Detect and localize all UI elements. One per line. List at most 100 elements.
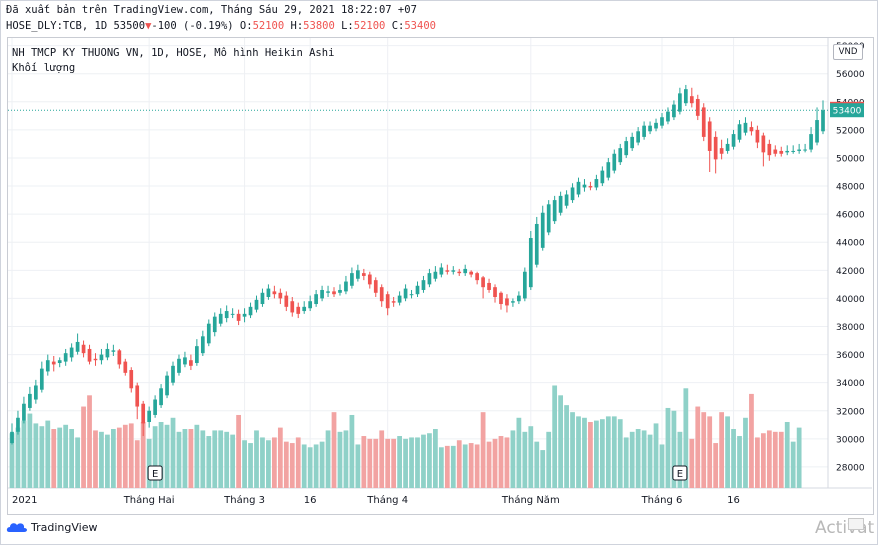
- candle-body: [63, 353, 68, 362]
- volume-bar: [182, 429, 188, 488]
- volume-bar: [623, 437, 629, 488]
- x-tick-label: Tháng 4: [366, 494, 408, 506]
- open-value: 52100: [252, 20, 285, 32]
- volume-bar: [492, 438, 498, 488]
- candle-body: [350, 273, 354, 286]
- volume-bar: [57, 427, 63, 488]
- candle-body: [749, 127, 754, 132]
- volume-bar: [683, 388, 689, 488]
- volume-bar: [784, 421, 790, 488]
- y-tick-label: 42000: [836, 267, 865, 277]
- volume-bar: [486, 441, 492, 488]
- volume-bar: [760, 433, 766, 488]
- candle-body: [141, 403, 146, 424]
- earnings-marker: [147, 465, 163, 481]
- volume-bar: [128, 423, 134, 488]
- volume-bar: [790, 441, 796, 488]
- volume-bar: [110, 429, 116, 488]
- volume-bar: [188, 429, 194, 488]
- volume-bar: [558, 395, 564, 488]
- x-tick-label: Tháng Năm: [501, 494, 560, 506]
- candle-body: [564, 194, 569, 206]
- volume-bar: [75, 437, 80, 488]
- candle-body: [582, 184, 587, 188]
- candle-body: [570, 187, 575, 201]
- currency-badge[interactable]: VND: [833, 44, 863, 60]
- volume-bar: [456, 440, 462, 488]
- symbol-legend: NH TMCP KY THUONG VN, 1D, HOSE, Mô hình …: [12, 47, 335, 59]
- candle-body: [338, 289, 342, 293]
- candle-body: [493, 287, 497, 298]
- volume-bar: [146, 438, 152, 488]
- candle-body: [16, 417, 20, 432]
- candle-body: [719, 148, 724, 154]
- candle-body: [195, 346, 199, 364]
- volume-bar: [564, 405, 569, 488]
- volume-bar: [266, 440, 271, 488]
- candle-body: [648, 125, 652, 132]
- plot-area[interactable]: [7, 37, 874, 515]
- volume-bar: [176, 431, 182, 488]
- volume-bar: [516, 417, 522, 488]
- candle-body: [755, 129, 760, 143]
- y-tick-label: 38000: [836, 323, 865, 333]
- candle-body: [445, 270, 450, 272]
- volume-bar: [444, 445, 450, 488]
- candle-body: [672, 104, 676, 118]
- volume-bar: [301, 444, 307, 488]
- volume-bar: [385, 438, 391, 488]
- volume-bar: [755, 437, 760, 488]
- volume-bar: [200, 430, 206, 488]
- x-tick-label: Tháng 6: [641, 494, 683, 506]
- candle-body: [290, 301, 295, 313]
- candle-body: [135, 385, 140, 407]
- volume-bar: [522, 431, 528, 488]
- tradingview-logo[interactable]: TradingView: [6, 520, 97, 534]
- candle-body: [743, 122, 748, 133]
- candle-body: [463, 268, 468, 274]
- candle-body: [791, 150, 796, 152]
- candle-body: [767, 143, 772, 156]
- cloud-logo-icon: [6, 523, 28, 532]
- candle-body: [421, 280, 426, 290]
- candle-body: [517, 295, 521, 302]
- candle-body: [546, 204, 551, 233]
- candle-body: [409, 294, 414, 296]
- volume-bar: [576, 416, 581, 488]
- ohlc-header: HOSE_DLY:TCB, 1D 53500▼-100 (-0.19%) O:5…: [6, 20, 436, 32]
- volume-bar: [546, 431, 552, 488]
- candle-body: [356, 270, 360, 279]
- candle-body: [272, 291, 277, 295]
- volume-bar: [27, 413, 33, 488]
- volume-bar: [21, 420, 27, 488]
- candle-body: [111, 350, 116, 352]
- volume-bar: [69, 429, 75, 488]
- volume-bar: [421, 434, 426, 488]
- candle-body: [558, 195, 563, 213]
- brand-name: TradingView: [31, 520, 98, 534]
- volume-bar: [462, 444, 468, 488]
- candle-body: [69, 347, 74, 358]
- candle-body: [314, 294, 318, 305]
- candle-body: [200, 336, 205, 354]
- volume-bar: [295, 437, 301, 488]
- volume-bar: [647, 434, 653, 488]
- volume-bar: [325, 430, 331, 488]
- window-icon: [848, 518, 864, 530]
- volume-bar: [105, 434, 110, 488]
- candle-body: [278, 292, 283, 299]
- candle-body: [701, 107, 706, 137]
- y-tick-label: 34000: [836, 379, 865, 389]
- candle-body: [302, 306, 307, 312]
- candle-body: [224, 311, 229, 319]
- candle-body: [129, 370, 134, 389]
- volume-bar: [122, 424, 128, 488]
- candle-body: [481, 277, 485, 288]
- volume-bar: [289, 443, 295, 488]
- volume-bar: [713, 443, 719, 488]
- candle-body: [183, 357, 187, 365]
- close-value: 53400: [404, 20, 436, 32]
- volume-bar: [582, 417, 587, 488]
- candle-body: [475, 273, 479, 281]
